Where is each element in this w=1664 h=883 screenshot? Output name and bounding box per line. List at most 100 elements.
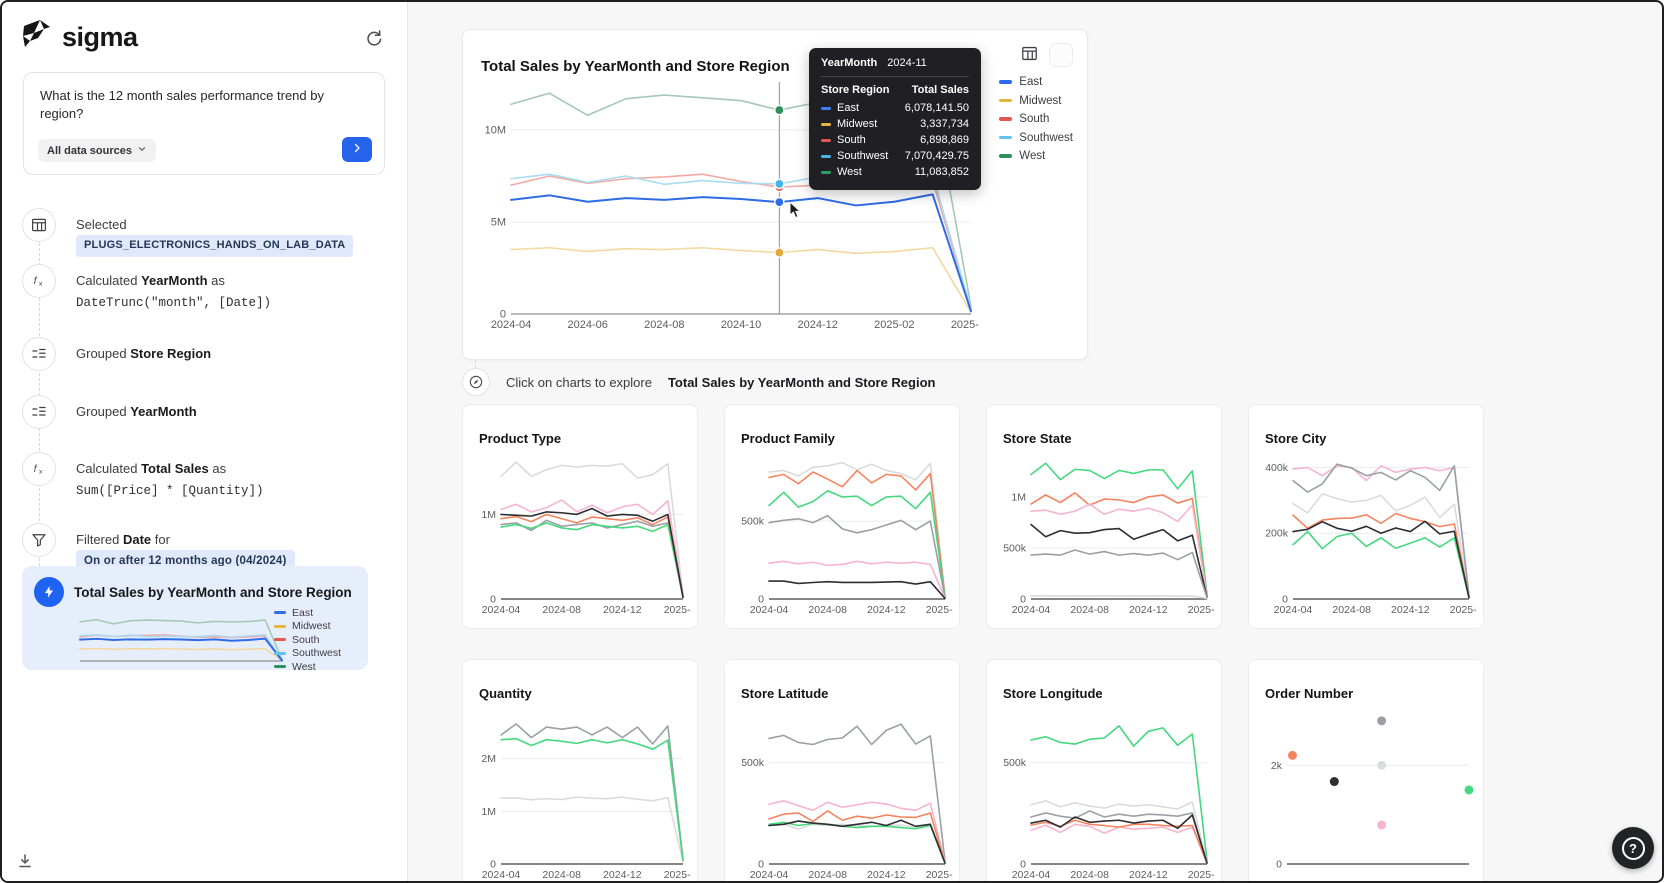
mouse-cursor (789, 200, 802, 224)
tooltip-label: West (837, 166, 862, 178)
svg-text:500k: 500k (1003, 757, 1027, 769)
quantity-chart[interactable]: 0 1M 2M 2024-04 2024-08 2024-12 2025-04 (471, 698, 702, 881)
card-title: Store City (1265, 431, 1327, 446)
tooltip-col-header: Store Region (821, 84, 890, 96)
svg-text:2024-12: 2024-12 (867, 604, 906, 616)
explore-card-store-state[interactable]: Store State 0 500k 1M 2024-04 2024-08 2024-12… (986, 404, 1226, 629)
svg-text:2024-08: 2024-08 (808, 869, 847, 881)
explore-card-product-family[interactable]: Product Family 0 500k 2024-04 2024-08 2024-1… (724, 404, 964, 629)
svg-text:1M: 1M (481, 806, 496, 818)
chevron-right-icon (351, 142, 363, 157)
legend-item: Midwest (999, 95, 1073, 107)
svg-text:2024-12: 2024-12 (603, 604, 642, 616)
explore-card-store-latitude[interactable]: Store Latitude 0 500k 2024-04 2024-08 2024-1… (724, 659, 964, 881)
svg-text:2024-12: 2024-12 (1129, 869, 1168, 881)
svg-text:2024-12: 2024-12 (1391, 604, 1430, 616)
compass-icon (462, 368, 490, 396)
data-source-selector[interactable]: All data sources (38, 139, 156, 162)
tooltip-value: 6,078,141.50 (904, 102, 969, 114)
step-prefix: Calculated (76, 273, 138, 288)
explore-card-store-city[interactable]: Store City 0 200k 400k 2024-04 2024-08 2024-1… (1248, 404, 1488, 629)
download-button[interactable] (16, 853, 34, 871)
svg-text:2025-04: 2025-04 (1450, 604, 1477, 616)
result-mini-chart[interactable] (78, 614, 284, 664)
explore-card-order-number[interactable]: Order Number 0 2k (1248, 659, 1484, 881)
data-source-label: All data sources (47, 144, 132, 157)
step-filtered-date[interactable]: Filtered Date for On or after 12 months … (22, 523, 389, 573)
legend-label: South (292, 633, 320, 646)
group-icon (22, 395, 56, 429)
svg-text:2025-02: 2025-02 (874, 319, 914, 331)
submit-question-button[interactable] (342, 137, 372, 162)
step-field: YearMonth (130, 404, 197, 419)
dataset-badge[interactable]: PLUGS_ELECTRONICS_HANDS_ON_LAB_DATA (76, 234, 354, 257)
svg-text:2025-04: 2025-04 (664, 604, 691, 616)
logo-wordmark: sigma (62, 22, 138, 52)
result-chart-card[interactable]: Total Sales by YearMonth and Store Regio… (22, 566, 368, 670)
download-icon (17, 854, 33, 872)
tooltip-row: South 6,898,869 (821, 132, 969, 148)
svg-text:2024-04: 2024-04 (750, 604, 789, 616)
step-selected-source[interactable]: Selected PLUGS_ELECTRONICS_HANDS_ON_LAB_… (22, 208, 389, 257)
step-calculated-total-sales[interactable]: f x Calculated Total Sales as Sum([Price… (22, 452, 389, 500)
main-chart-card[interactable]: Total Sales by YearMonth and Store Regio… (462, 29, 1088, 360)
store-latitude-chart[interactable]: 0 500k 2024-04 2024-08 2024-12 2025-04 (733, 698, 964, 881)
explore-card-product-type[interactable]: Product Type 0 1M 2024-04 2024-08 2024-12 202… (462, 404, 702, 629)
svg-text:2M: 2M (481, 753, 496, 765)
card-title: Product Family (741, 431, 835, 446)
product-family-chart[interactable]: 0 500k 2024-04 2024-08 2024-12 2025-04 (733, 443, 964, 619)
svg-text:200k: 200k (1265, 528, 1289, 540)
tooltip-value: 3,337,734 (920, 118, 969, 130)
svg-text:2024-04: 2024-04 (482, 869, 521, 881)
svg-text:2024-08: 2024-08 (1332, 604, 1371, 616)
tooltip-row: Midwest 3,337,734 (821, 116, 969, 132)
step-field: Total Sales (141, 461, 209, 476)
step-calculated-yearmonth[interactable]: f x Calculated YearMonth as DateTrunc("m… (22, 264, 389, 312)
tooltip-label: Midwest (837, 118, 878, 130)
help-button[interactable]: ? (1612, 827, 1654, 869)
order-number-chart[interactable]: 0 2k (1257, 698, 1477, 881)
sigma-logo-icon (22, 20, 56, 55)
card-action-button[interactable] (1049, 43, 1073, 67)
tooltip-value: 6,898,869 (920, 134, 969, 146)
svg-text:x: x (39, 281, 43, 288)
store-state-chart[interactable]: 0 500k 1M 2024-04 2024-08 2024-12 2025-04 (995, 443, 1226, 619)
question-card[interactable]: What is the 12 month sales performance t… (23, 72, 385, 175)
svg-text:0: 0 (758, 594, 764, 606)
tooltip-value: 11,083,852 (914, 166, 969, 178)
legend-item: South (999, 113, 1073, 125)
svg-text:2024-08: 2024-08 (644, 319, 684, 331)
legend-item: West (274, 660, 360, 670)
tooltip-dimension: YearMonth (821, 57, 878, 69)
step-suffix: for (154, 532, 170, 547)
explore-card-store-longitude[interactable]: Store Longitude 0 500k 2024-04 2024-08 2024-… (986, 659, 1226, 881)
step-grouped-store-region[interactable]: Grouped Store Region (22, 337, 389, 371)
view-data-table-button[interactable] (1018, 44, 1040, 66)
svg-text:10M: 10M (485, 125, 506, 137)
explore-card-quantity[interactable]: Quantity 0 1M 2M 2024-04 2024-08 2024-12 2025-… (462, 659, 702, 881)
card-title: Store Longitude (1003, 686, 1103, 701)
svg-text:2025-04: 2025-04 (926, 604, 953, 616)
legend-swatch (274, 665, 286, 669)
step-prefix: Grouped (76, 346, 127, 361)
legend-item: East (999, 76, 1073, 88)
refresh-icon (364, 30, 384, 51)
store-city-chart[interactable]: 0 200k 400k 2024-04 2024-08 2024-12 2025-04 (1257, 443, 1488, 619)
step-grouped-yearmonth[interactable]: Grouped YearMonth (22, 395, 389, 429)
refresh-button[interactable] (363, 28, 385, 50)
svg-text:0: 0 (490, 859, 496, 871)
result-chart-title: Total Sales by YearMonth and Store Regio… (74, 584, 352, 600)
tooltip-row: East 6,078,141.50 (821, 100, 969, 116)
product-type-chart[interactable]: 0 1M 2024-04 2024-08 2024-12 2025-04 (471, 443, 702, 619)
series-swatch (821, 138, 831, 142)
legend-swatch (274, 611, 286, 615)
timeline-connector (475, 360, 476, 368)
question-input[interactable]: What is the 12 month sales performance t… (40, 88, 324, 121)
svg-text:2024-12: 2024-12 (867, 869, 906, 881)
main-chart-title: Total Sales by YearMonth and Store Regio… (481, 58, 790, 76)
card-title: Product Type (479, 431, 562, 446)
legend-swatch (274, 638, 286, 642)
bolt-icon (34, 577, 64, 607)
store-longitude-chart[interactable]: 0 500k 2024-04 2024-08 2024-12 2025-04 (995, 698, 1226, 881)
series-swatch (821, 122, 831, 126)
